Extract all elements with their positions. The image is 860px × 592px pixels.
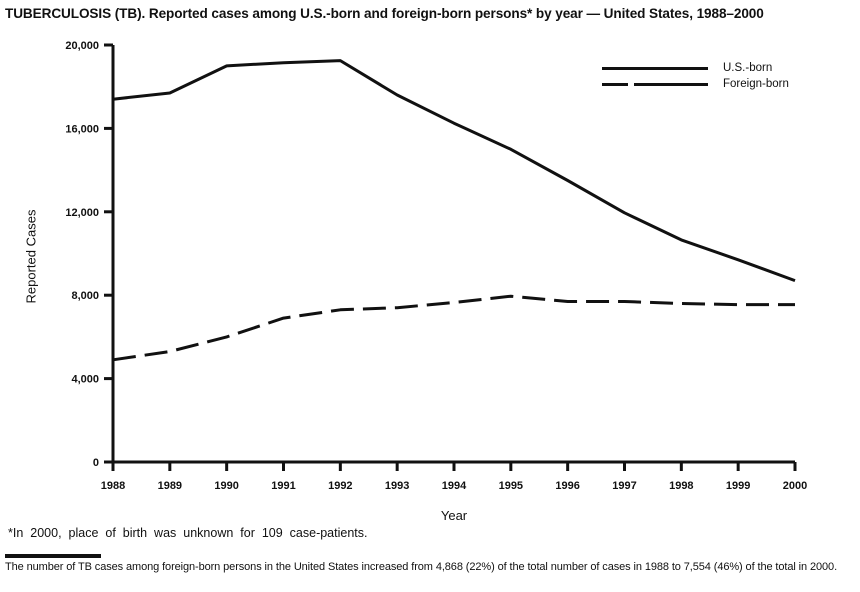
separator-rule [5,554,101,558]
x-tick-label: 1991 [271,480,295,492]
x-tick-label: 1988 [101,480,125,492]
x-tick-label: 1999 [726,480,750,492]
chart-title: TUBERCULOSIS (TB). Reported cases among … [5,6,764,21]
series-line-u-s-born [112,59,796,283]
x-tick-label: 1990 [214,480,238,492]
x-tick-label: 1995 [499,480,523,492]
legend-item-us-born: U.S.-born [602,60,789,76]
x-tick-label: 1997 [612,480,636,492]
solid-line-icon [602,66,708,70]
x-tick-label: 1998 [669,480,693,492]
y-tick-label: 8,000 [71,290,99,302]
y-tick-label: 0 [93,457,99,469]
series-line-foreign-born [112,294,795,362]
x-axis-label: Year [440,508,468,523]
x-tick-label: 1994 [442,480,467,492]
x-tick-label: 1992 [328,480,352,492]
legend-label-foreign-born: Foreign-born [723,78,789,90]
legend-item-foreign-born: Foreign-born [602,76,789,92]
tb-line-chart: 0 4,000 8,000 12,000 16,000 20,000 1988 1989 199… [65,40,807,492]
y-tick-label: 20,000 [65,40,99,52]
legend-label-us-born: U.S.-born [723,62,773,74]
asterisk-footnote: *In 2000, place of birth was unknown for… [8,526,368,540]
foreign-born-dashed-line-swatch [602,82,708,86]
dash-segment-icon [602,82,628,86]
bottom-summary-note: The number of TB cases among foreign-bor… [5,561,838,573]
y-axis-label: Reported Cases [23,209,39,304]
y-tick-label: 12,000 [65,207,99,219]
y-tick-label: 16,000 [65,123,99,135]
dash-segment-icon [634,82,708,86]
x-tick-label: 1989 [158,480,182,492]
x-tick-label: 2000 [783,480,807,492]
x-tick-label: 1993 [385,480,409,492]
y-tick-label: 4,000 [71,374,99,386]
chart-legend: U.S.-born Foreign-born [602,60,789,92]
x-tick-label: 1996 [555,480,579,492]
us-born-solid-line-swatch [602,66,708,70]
